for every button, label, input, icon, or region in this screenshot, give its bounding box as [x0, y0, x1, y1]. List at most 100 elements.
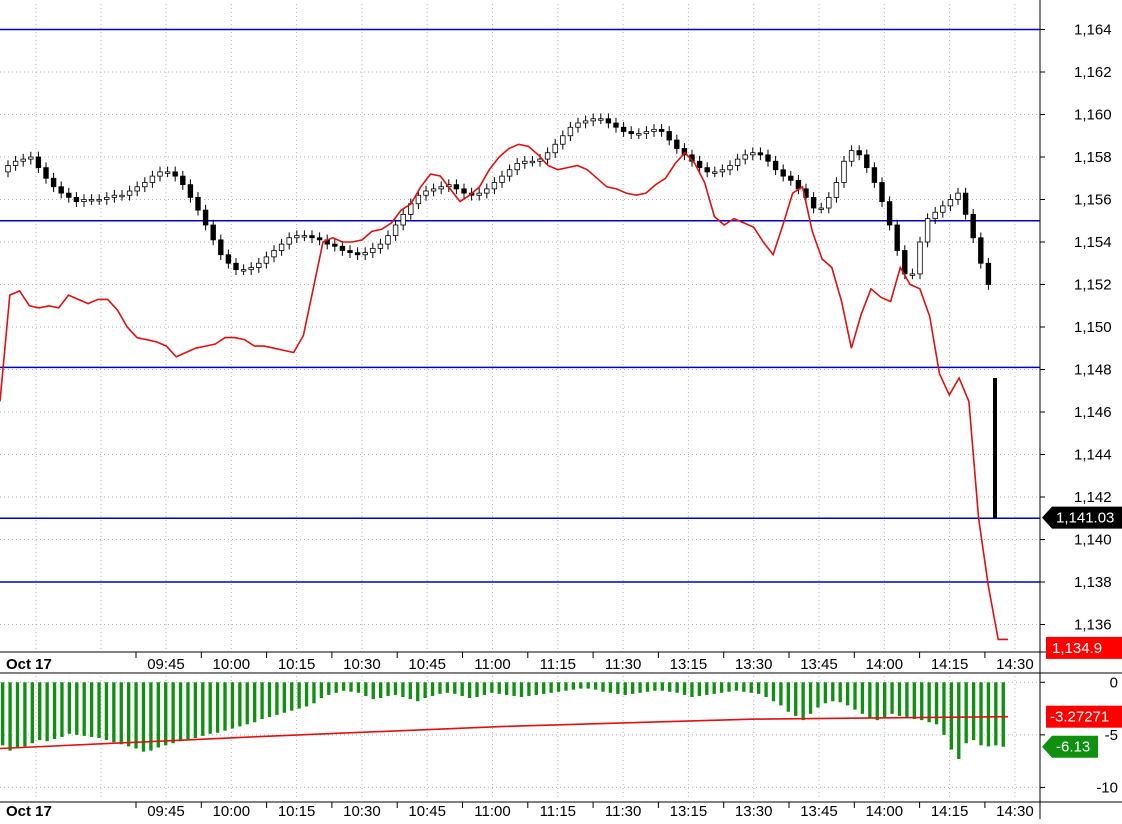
histogram-bar [623, 682, 627, 695]
candle-body [955, 192, 961, 200]
histogram-bar [957, 682, 961, 760]
histogram-bar [119, 682, 123, 745]
histogram-bar [171, 682, 175, 744]
histogram-bar [712, 682, 716, 694]
price-ytick-label: 1,160 [1074, 107, 1112, 124]
histogram-bar [897, 682, 902, 716]
histogram-bar [178, 682, 183, 742]
histogram-bar [364, 682, 368, 696]
price-xtick-label: 11:15 [540, 656, 576, 673]
histogram-bar [8, 682, 12, 751]
histogram-bar [593, 682, 598, 690]
candle-body [392, 224, 399, 237]
histogram-bar [30, 682, 34, 744]
histogram-bar [653, 682, 657, 691]
candle-body [514, 162, 520, 171]
candle-body [430, 188, 437, 192]
histogram-bar [697, 682, 702, 696]
price-ytick-label: 1,158 [1074, 149, 1112, 166]
candle-body [119, 194, 125, 198]
histogram-bar [490, 682, 494, 693]
histogram-bar [297, 682, 301, 709]
candle-body [909, 273, 916, 276]
candle-body [195, 196, 201, 211]
histogram-bar [794, 682, 798, 716]
histogram-bar [564, 682, 568, 691]
histogram-bar [771, 682, 776, 702]
histogram-bar [556, 682, 561, 692]
histogram-bar [208, 682, 212, 734]
candle-body [233, 262, 239, 271]
price-tag-shape [1042, 506, 1122, 529]
histogram-bar [245, 682, 249, 725]
price-ytick-label: 1,156 [1074, 192, 1112, 209]
candle-body [271, 250, 277, 258]
candle-body [134, 186, 140, 192]
histogram-bar [75, 682, 79, 735]
candle-body [202, 209, 209, 226]
histogram-bar [616, 682, 620, 694]
histogram-bar [668, 682, 672, 692]
histogram-bar [497, 682, 501, 694]
price-ytick-label: 1,164 [1074, 22, 1112, 39]
candle-body [894, 224, 900, 251]
histogram-bar [253, 682, 257, 723]
candle-body [613, 122, 619, 128]
candle-body [491, 182, 498, 190]
histogram-bar [341, 682, 346, 691]
candle-body [651, 128, 657, 132]
candle-body [370, 247, 376, 254]
candle-body [377, 243, 384, 249]
price-ytick-label: 1,162 [1074, 64, 1112, 81]
candle-body [582, 120, 589, 124]
candle-body [423, 190, 429, 196]
histogram-bar [838, 682, 842, 703]
candle-body [757, 152, 764, 156]
histogram-bar [141, 682, 146, 752]
price-xtick-label: 11:00 [474, 656, 510, 673]
price-tag-label: 1,141.03 [1056, 510, 1114, 527]
histogram-bar [438, 682, 442, 694]
histogram-bar [757, 682, 761, 694]
histogram-bar [134, 682, 138, 749]
candle-body [210, 224, 216, 241]
candle-body [453, 184, 460, 190]
histogram-bar [215, 682, 220, 733]
price-ytick-label: 1,152 [1074, 277, 1112, 294]
histogram-bar [112, 682, 116, 743]
histogram-bar [379, 682, 383, 699]
price-xtick-label: 10:15 [278, 656, 316, 673]
indicator-date-label: Oct 17 [6, 803, 52, 819]
histogram-bar [149, 682, 153, 751]
candle-body [96, 199, 102, 202]
candle-body [58, 186, 64, 194]
histogram-bar [423, 682, 427, 699]
horizontal-levels [0, 28, 1040, 583]
candle-body [126, 190, 133, 196]
candle-body [43, 167, 49, 179]
candle-body [970, 213, 976, 239]
histogram-bar [660, 682, 664, 691]
histogram-bar [727, 682, 731, 692]
histogram-bar [1001, 682, 1005, 747]
histogram-bar [430, 682, 435, 696]
candle-body [522, 160, 528, 164]
candle-body [499, 175, 505, 183]
signal-line [0, 715, 1009, 750]
candle-body [810, 196, 817, 209]
histogram-bar [979, 682, 983, 746]
candle-body [628, 131, 634, 135]
histogram-bar [705, 682, 709, 695]
candle-body [552, 143, 558, 154]
signal-tag-label: -3.27271 [1050, 709, 1109, 726]
price-ytick-label: 1,148 [1074, 362, 1112, 379]
histogram-bar [786, 682, 790, 712]
indicator-xtick-label: 10:45 [408, 803, 446, 819]
candle-body [400, 213, 406, 226]
histogram-bar [401, 682, 405, 698]
candle-body [978, 237, 984, 264]
histogram-bar [905, 682, 909, 719]
histogram-bar [964, 682, 968, 744]
histogram-series [1, 682, 1005, 760]
